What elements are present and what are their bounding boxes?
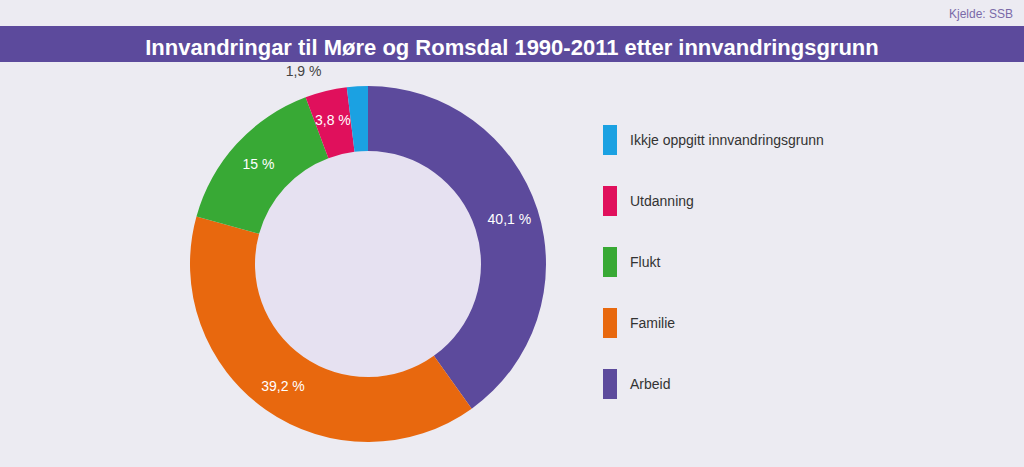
svg-text:40,1 %: 40,1 % [488, 211, 532, 227]
svg-text:3,8 %: 3,8 % [315, 112, 351, 128]
svg-text:Utdanning: Utdanning [630, 193, 694, 209]
svg-text:Kjelde: SSB: Kjelde: SSB [949, 7, 1013, 21]
svg-text:Flukt: Flukt [630, 254, 660, 270]
svg-text:15 %: 15 % [243, 156, 275, 172]
svg-text:1,9 %: 1,9 % [286, 63, 322, 79]
svg-text:Familie: Familie [630, 315, 675, 331]
svg-text:Ikkje oppgitt innvandringsgrun: Ikkje oppgitt innvandringsgrunn [630, 132, 824, 148]
svg-text:Innvandringar til Møre og Roms: Innvandringar til Møre og Romsdal 1990-2… [145, 35, 879, 60]
svg-text:Arbeid: Arbeid [630, 376, 670, 392]
svg-text:39,2 %: 39,2 % [261, 378, 305, 394]
